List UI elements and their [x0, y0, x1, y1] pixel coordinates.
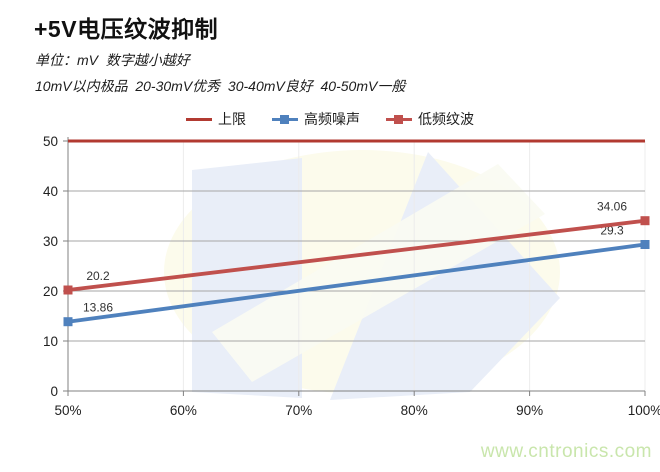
legend-label-high-freq-noise: 高频噪声 [304, 111, 360, 127]
series-marker-high-freq-noise [63, 317, 73, 327]
chart-legend: 上限 高频噪声 低频纹波 [0, 108, 660, 130]
series-marker-low-freq-ripple [640, 216, 650, 226]
legend-swatch-upper-limit [186, 114, 212, 125]
legend-swatch-high-freq-noise [272, 114, 298, 125]
y-tick-label: 50 [43, 134, 58, 149]
legend-swatch-low-freq-ripple [386, 114, 412, 125]
chart-title: +5V电压纹波抑制 [34, 16, 219, 42]
y-tick-label: 0 [50, 384, 58, 399]
grade-note: 10mV以内极品 20-30mV优秀 30-40mV良好 40-50mV一般 [35, 78, 406, 94]
data-label-low-freq-ripple: 20.2 [86, 269, 110, 283]
legend-item-low-freq-ripple: 低频纹波 [386, 109, 474, 129]
x-tick-label: 90% [516, 403, 543, 418]
series-marker-low-freq-ripple [63, 285, 73, 295]
x-tick-label: 50% [54, 403, 81, 418]
legend-label-low-freq-ripple: 低频纹波 [418, 111, 474, 127]
y-tick-label: 40 [43, 184, 58, 199]
chart-subtitle: 单位：mV 数字越小越好 [35, 52, 190, 68]
legend-item-upper-limit: 上限 [186, 109, 246, 129]
x-tick-label: 80% [401, 403, 428, 418]
legend-label-upper-limit: 上限 [218, 111, 246, 127]
x-tick-label: 60% [170, 403, 197, 418]
y-tick-label: 30 [43, 234, 58, 249]
series-line-low-freq-ripple [67, 218, 646, 292]
data-label-high-freq-noise: 13.86 [83, 301, 113, 315]
watermark-url-text: www.cntronics.com [480, 441, 652, 462]
legend-item-high-freq-noise: 高频噪声 [272, 109, 360, 129]
data-label-low-freq-ripple: 34.06 [597, 200, 627, 214]
x-tick-label: 100% [628, 403, 660, 418]
x-tick-label: 70% [285, 403, 312, 418]
series-line-high-freq-noise [67, 242, 646, 324]
background-logo-watermark [164, 150, 560, 400]
y-tick-label: 10 [43, 334, 58, 349]
series-marker-high-freq-noise [640, 240, 650, 249]
y-tick-label: 20 [43, 284, 58, 299]
